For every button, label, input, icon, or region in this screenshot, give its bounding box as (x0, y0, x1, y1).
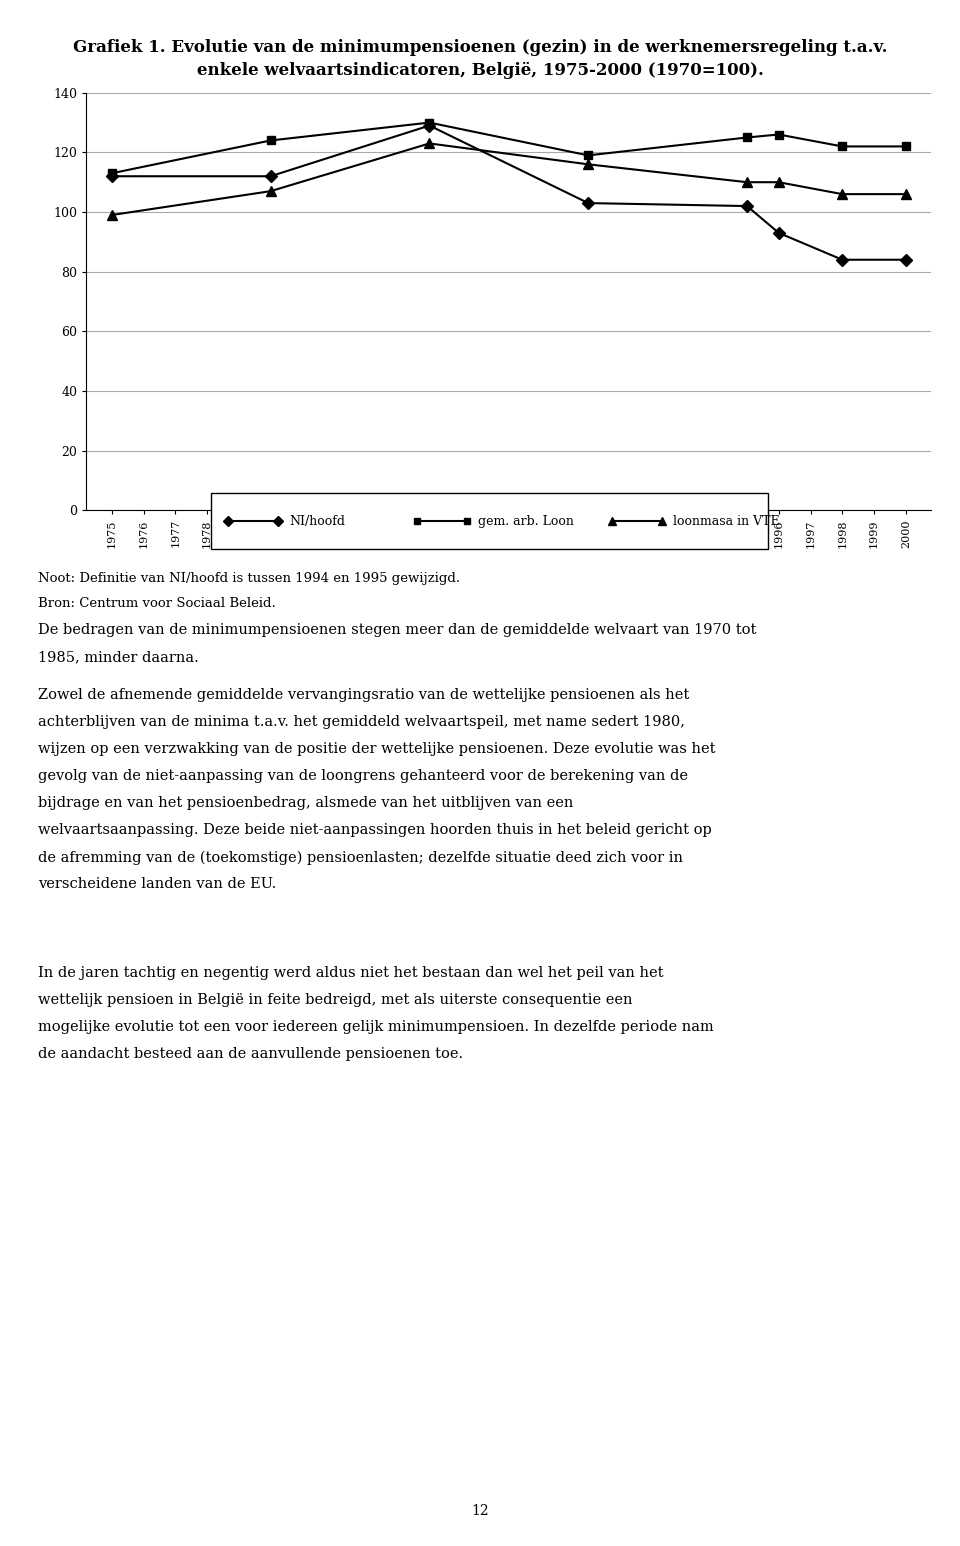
Text: wijzen op een verzwakking van de positie der wettelijke pensioenen. Deze evoluti: wijzen op een verzwakking van de positie… (38, 742, 716, 756)
Text: loonmasa in VTE: loonmasa in VTE (673, 515, 780, 527)
Text: wettelijk pensioen in België in feite bedreigd, met als uiterste consequentie ee: wettelijk pensioen in België in feite be… (38, 994, 633, 1008)
Text: Grafiek 1. Evolutie van de minimumpensioenen (gezin) in de werknemersregeling t.: Grafiek 1. Evolutie van de minimumpensio… (73, 39, 887, 56)
Text: verscheidene landen van de EU.: verscheidene landen van de EU. (38, 877, 276, 892)
Text: de afremming van de (toekomstige) pensioenlasten; dezelfde situatie deed zich vo: de afremming van de (toekomstige) pensio… (38, 850, 684, 864)
Text: Noot: Definitie van NI/hoofd is tussen 1994 en 1995 gewijzigd.: Noot: Definitie van NI/hoofd is tussen 1… (38, 572, 461, 584)
Text: In de jaren tachtig en negentig werd aldus niet het bestaan dan wel het peil van: In de jaren tachtig en negentig werd ald… (38, 966, 664, 980)
Text: enkele welvaartsindicatoren, België, 1975-2000 (1970=100).: enkele welvaartsindicatoren, België, 197… (197, 62, 763, 79)
Text: NI/hoofd: NI/hoofd (289, 515, 346, 527)
FancyBboxPatch shape (211, 493, 768, 549)
Text: bijdrage en van het pensioenbedrag, alsmede van het uitblijven van een: bijdrage en van het pensioenbedrag, alsm… (38, 796, 574, 810)
Text: Zowel de afnemende gemiddelde vervangingsratio van de wettelijke pensioenen als : Zowel de afnemende gemiddelde vervanging… (38, 688, 689, 702)
Text: Bron: Centrum voor Sociaal Beleid.: Bron: Centrum voor Sociaal Beleid. (38, 597, 276, 609)
Text: De bedragen van de minimumpensioenen stegen meer dan de gemiddelde welvaart van : De bedragen van de minimumpensioenen ste… (38, 623, 756, 637)
Text: 1985, minder daarna.: 1985, minder daarna. (38, 649, 199, 665)
Text: de aandacht besteed aan de aanvullende pensioenen toe.: de aandacht besteed aan de aanvullende p… (38, 1048, 464, 1062)
Text: 12: 12 (471, 1504, 489, 1518)
Text: welvaartsaanpassing. Deze beide niet-aanpassingen hoorden thuis in het beleid ge: welvaartsaanpassing. Deze beide niet-aan… (38, 822, 712, 838)
Text: gem. arb. Loon: gem. arb. Loon (478, 515, 574, 527)
Text: gevolg van de niet-aanpassing van de loongrens gehanteerd voor de berekening van: gevolg van de niet-aanpassing van de loo… (38, 768, 688, 784)
Text: mogelijke evolutie tot een voor iedereen gelijk minimumpensioen. In dezelfde per: mogelijke evolutie tot een voor iedereen… (38, 1020, 714, 1034)
Text: achterblijven van de minima t.a.v. het gemiddeld welvaartspeil, met name sedert : achterblijven van de minima t.a.v. het g… (38, 714, 685, 730)
